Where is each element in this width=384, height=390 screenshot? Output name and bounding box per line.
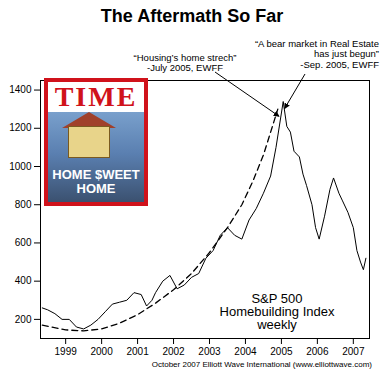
- svg-text:2000: 2000: [91, 346, 114, 357]
- svg-text:1000: 1000: [9, 161, 32, 172]
- html-text:The Aftermath So Far: The Aftermath So Far: [100, 6, 284, 26]
- svg-text:2001: 2001: [126, 346, 149, 357]
- svg-text:800: 800: [15, 199, 32, 210]
- svg-text:200: 200: [15, 314, 32, 325]
- svg-text:“Housing’s home strech”-July 2: “Housing’s home strech”-July 2005, EWFF: [134, 52, 237, 74]
- svg-text:“A bear market in Real Estateh: “A bear market in Real Estatehas just be…: [255, 38, 379, 71]
- svg-text:600: 600: [15, 237, 32, 248]
- svg-text:1400: 1400: [9, 84, 32, 95]
- svg-text:2005: 2005: [270, 346, 293, 357]
- svg-text:1999: 1999: [55, 346, 78, 357]
- svg-text:400: 400: [15, 275, 32, 286]
- svg-text:1200: 1200: [9, 122, 32, 133]
- svg-text:S&P 500Homebuilding Indexweekl: S&P 500Homebuilding Indexweekly: [220, 291, 335, 332]
- svg-text:2002: 2002: [162, 346, 185, 357]
- html-text:HOME $WEET HOME: HOME $WEET HOME: [52, 167, 140, 196]
- svg-text:2007: 2007: [342, 346, 365, 357]
- svg-text:2006: 2006: [306, 346, 329, 357]
- html-text:TIME: TIME: [54, 81, 138, 112]
- html-text:October 2007 Elliott Wave Inte: October 2007 Elliott Wave International …: [151, 360, 372, 369]
- svg-text:2003: 2003: [198, 346, 221, 357]
- svg-text:2004: 2004: [234, 346, 257, 357]
